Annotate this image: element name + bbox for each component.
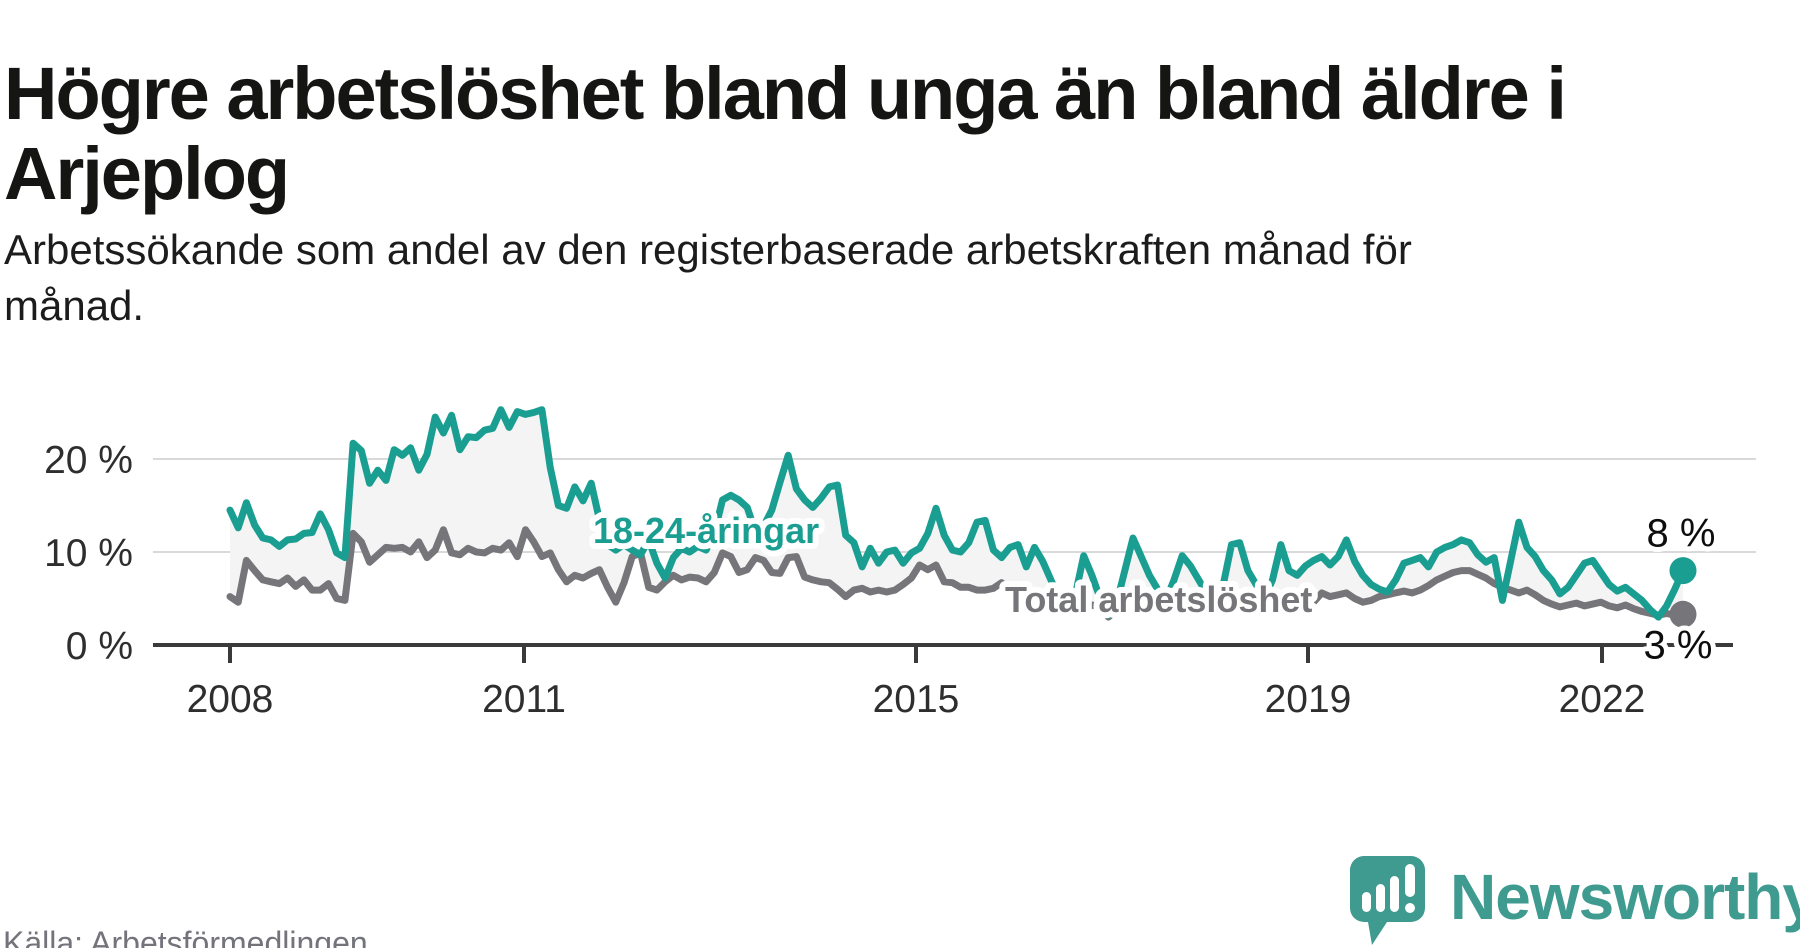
x-tick-label-2022: 2022 [1559,678,1646,721]
newsworthy-brand: Newsworthy [1350,856,1800,948]
y-tick-label-0: 0 % [66,625,133,668]
end-value-label-total: 3 % [1644,623,1713,667]
end-dot-youth [1669,557,1697,585]
series-label-total: Total arbetslöshet [1005,579,1312,620]
end-value-label-youth: 8 % [1647,512,1716,556]
series-label-youth: 18-24-åringar [593,510,819,551]
brand-wordmark: Newsworthy [1450,861,1800,933]
series-line-youth [226,406,1687,621]
speech-bubble-bar-chart-icon [1350,856,1425,945]
page-title: Högre arbetslöshet bland unga än bland ä… [4,51,1567,215]
series-line-total [226,526,1687,621]
x-tick-label-2019: 2019 [1265,678,1352,721]
y-tick-label-10: 10 % [44,532,133,575]
fill-between-series [230,409,1683,618]
end-dot-total [1669,600,1697,628]
y-tick-label-20: 20 % [44,439,133,482]
x-tick-label-2008: 2008 [187,678,274,721]
x-tick-label-2011: 2011 [482,678,566,721]
x-tick-label-2015: 2015 [873,678,960,721]
x-axis-ticks [228,645,1604,663]
source-attribution: Källa: Arbetsförmedlingen [3,925,368,948]
chart-subtitle: Arbetssökande som andel av den registerb… [4,226,1412,329]
